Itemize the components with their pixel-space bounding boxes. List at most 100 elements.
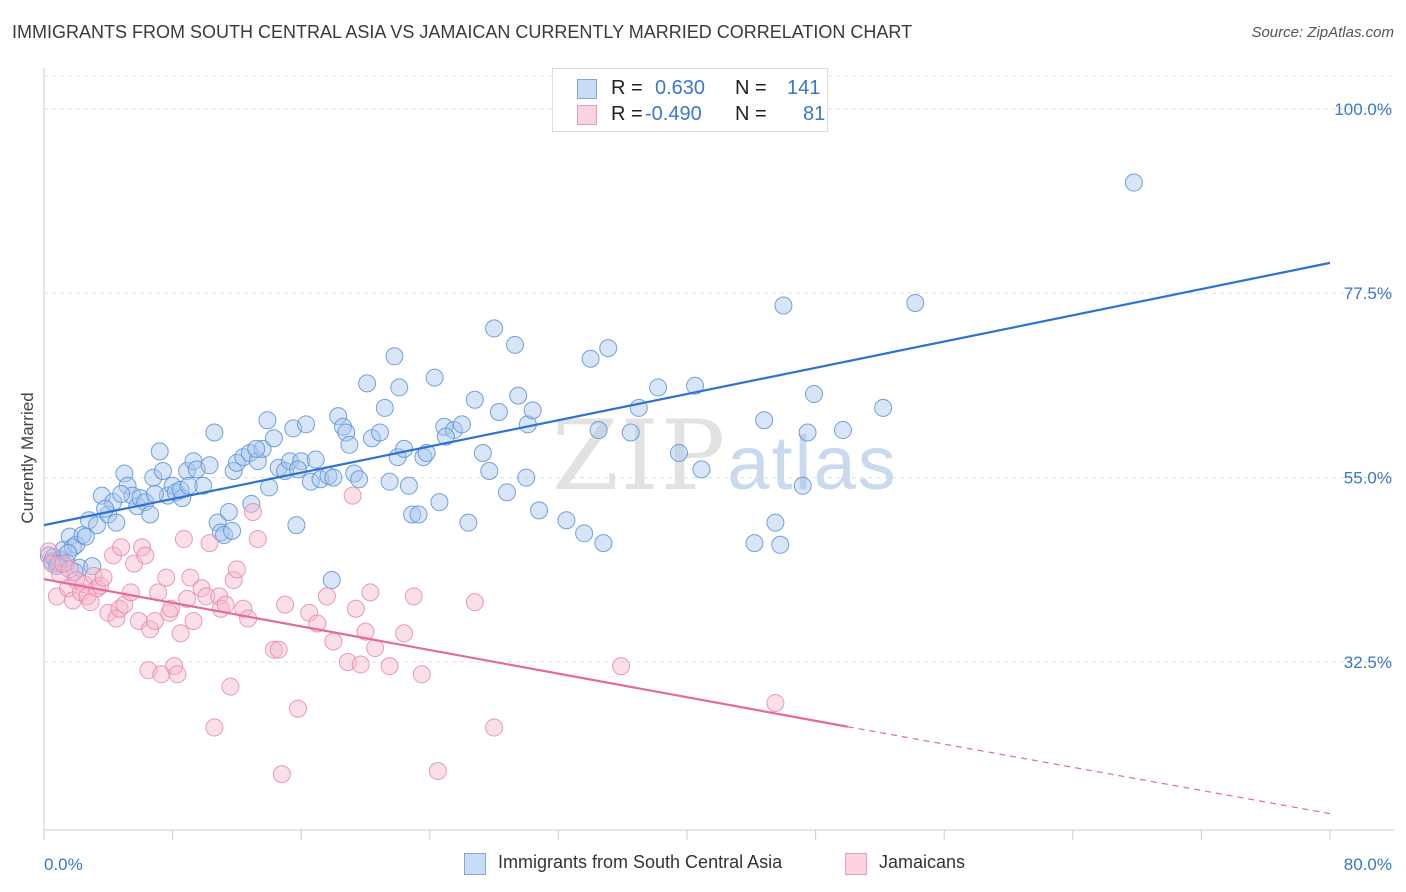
data-point-jamaicans [157, 568, 176, 587]
legend-swatch-pink [577, 105, 597, 125]
data-point-south-central-asia [523, 401, 542, 420]
data-point-south-central-asia [557, 511, 576, 530]
data-point-south-central-asia [88, 516, 107, 535]
data-point-jamaicans [184, 612, 203, 631]
data-point-jamaicans [152, 665, 171, 684]
data-point-south-central-asia [178, 462, 197, 481]
watermark-atlas: atlas [727, 421, 898, 506]
trend-line-jamaicans [43, 578, 848, 728]
data-point-south-central-asia [247, 439, 266, 458]
data-point-south-central-asia [452, 415, 471, 434]
data-point-jamaicans [351, 655, 370, 674]
data-point-south-central-asia [505, 335, 524, 354]
data-point-south-central-asia [473, 444, 492, 462]
data-point-jamaicans [324, 632, 343, 651]
data-point-jamaicans [428, 761, 447, 780]
y-tick-label: 55.0% [1344, 469, 1392, 488]
data-point-jamaicans [361, 583, 380, 602]
data-point-jamaicans [269, 640, 288, 659]
data-point-south-central-asia [358, 374, 377, 393]
trend-line-south-central-asia [43, 261, 1331, 527]
data-point-south-central-asia [171, 480, 190, 499]
data-point-jamaicans [395, 624, 414, 643]
watermark: ZIPatlas [552, 400, 898, 512]
data-point-jamaicans [227, 560, 246, 579]
data-point-south-central-asia [509, 386, 528, 405]
bottom-legend-label: Immigrants from South Central Asia [498, 852, 783, 872]
data-point-jamaicans [288, 699, 307, 718]
data-point-jamaicans [243, 503, 262, 522]
bottom-legend-label: Jamaicans [879, 852, 966, 872]
legend-r-value: 0.630 [655, 77, 706, 99]
data-point-south-central-asia [211, 523, 230, 542]
data-point-south-central-asia [399, 476, 418, 495]
chart-title: IMMIGRANTS FROM SOUTH CENTRAL ASIA VS JA… [12, 22, 913, 42]
y-tick-label: 77.5% [1344, 284, 1392, 303]
legend-r-value: -0.490 [645, 103, 702, 125]
data-point-jamaicans [276, 595, 295, 614]
data-point-south-central-asia [793, 476, 812, 495]
data-point-south-central-asia [692, 460, 711, 479]
data-point-jamaicans [107, 609, 126, 628]
data-point-south-central-asia [112, 484, 131, 503]
data-point-south-central-asia [581, 349, 600, 368]
data-point-south-central-asia [480, 462, 499, 481]
data-point-jamaicans [766, 693, 785, 712]
data-point-south-central-asia [306, 450, 325, 469]
legend-n-value: 141 [787, 77, 821, 99]
data-point-south-central-asia [594, 534, 613, 553]
data-point-south-central-asia [76, 527, 95, 546]
data-point-south-central-asia [385, 347, 404, 366]
data-point-south-central-asia [264, 429, 283, 448]
data-point-jamaicans [145, 612, 164, 631]
correlation-legend: R = 0.630 N = 141 R = -0.490 N = 81 [552, 68, 828, 132]
data-point-south-central-asia [425, 368, 444, 387]
data-point-south-central-asia [430, 493, 449, 512]
data-point-south-central-asia [153, 462, 172, 481]
x-tick-label: 0.0% [44, 855, 83, 874]
data-point-south-central-asia [333, 417, 352, 436]
bottom-legend-swatch-pink [845, 853, 867, 875]
data-point-south-central-asia [179, 476, 198, 495]
data-point-jamaicans [343, 486, 362, 505]
data-point-jamaicans [197, 587, 216, 606]
data-point-south-central-asia [403, 505, 422, 524]
data-point-south-central-asia [459, 513, 478, 532]
data-point-south-central-asia [874, 398, 893, 417]
data-point-jamaicans [174, 530, 193, 549]
data-point-jamaicans [161, 599, 180, 618]
data-point-south-central-asia [489, 403, 508, 422]
data-point-south-central-asia [771, 535, 790, 554]
data-point-south-central-asia [375, 398, 394, 417]
data-point-south-central-asia [390, 378, 409, 397]
data-point-jamaicans [200, 534, 219, 553]
data-point-south-central-asia [63, 538, 82, 557]
data-point-south-central-asia [380, 472, 399, 491]
data-point-south-central-asia [219, 503, 238, 522]
data-point-south-central-asia [200, 456, 219, 475]
data-point-south-central-asia [345, 464, 364, 483]
data-point-south-central-asia [329, 407, 348, 426]
data-point-south-central-asia [150, 442, 169, 461]
data-point-jamaicans [465, 593, 484, 612]
data-point-south-central-asia [223, 521, 242, 540]
data-point-jamaicans [485, 718, 504, 737]
data-point-south-central-asia [340, 435, 359, 454]
data-point-jamaicans [136, 546, 155, 565]
data-point-south-central-asia [107, 513, 126, 532]
data-point-south-central-asia [485, 319, 504, 338]
data-point-south-central-asia [194, 476, 213, 495]
data-point-south-central-asia [465, 390, 484, 409]
x-tick-label: 80.0% [1344, 855, 1392, 874]
watermark-zip: ZIP [552, 400, 728, 512]
data-point-south-central-asia [621, 423, 640, 442]
data-point-south-central-asia [258, 411, 277, 430]
data-point-south-central-asia [409, 505, 428, 524]
data-point-south-central-asia [215, 525, 234, 544]
data-point-south-central-asia [833, 421, 852, 440]
legend-swatch-blue [577, 79, 597, 99]
legend-n-value: 81 [803, 103, 826, 125]
y-tick-label: 32.5% [1344, 653, 1392, 672]
legend-r-label: R = [611, 103, 643, 125]
